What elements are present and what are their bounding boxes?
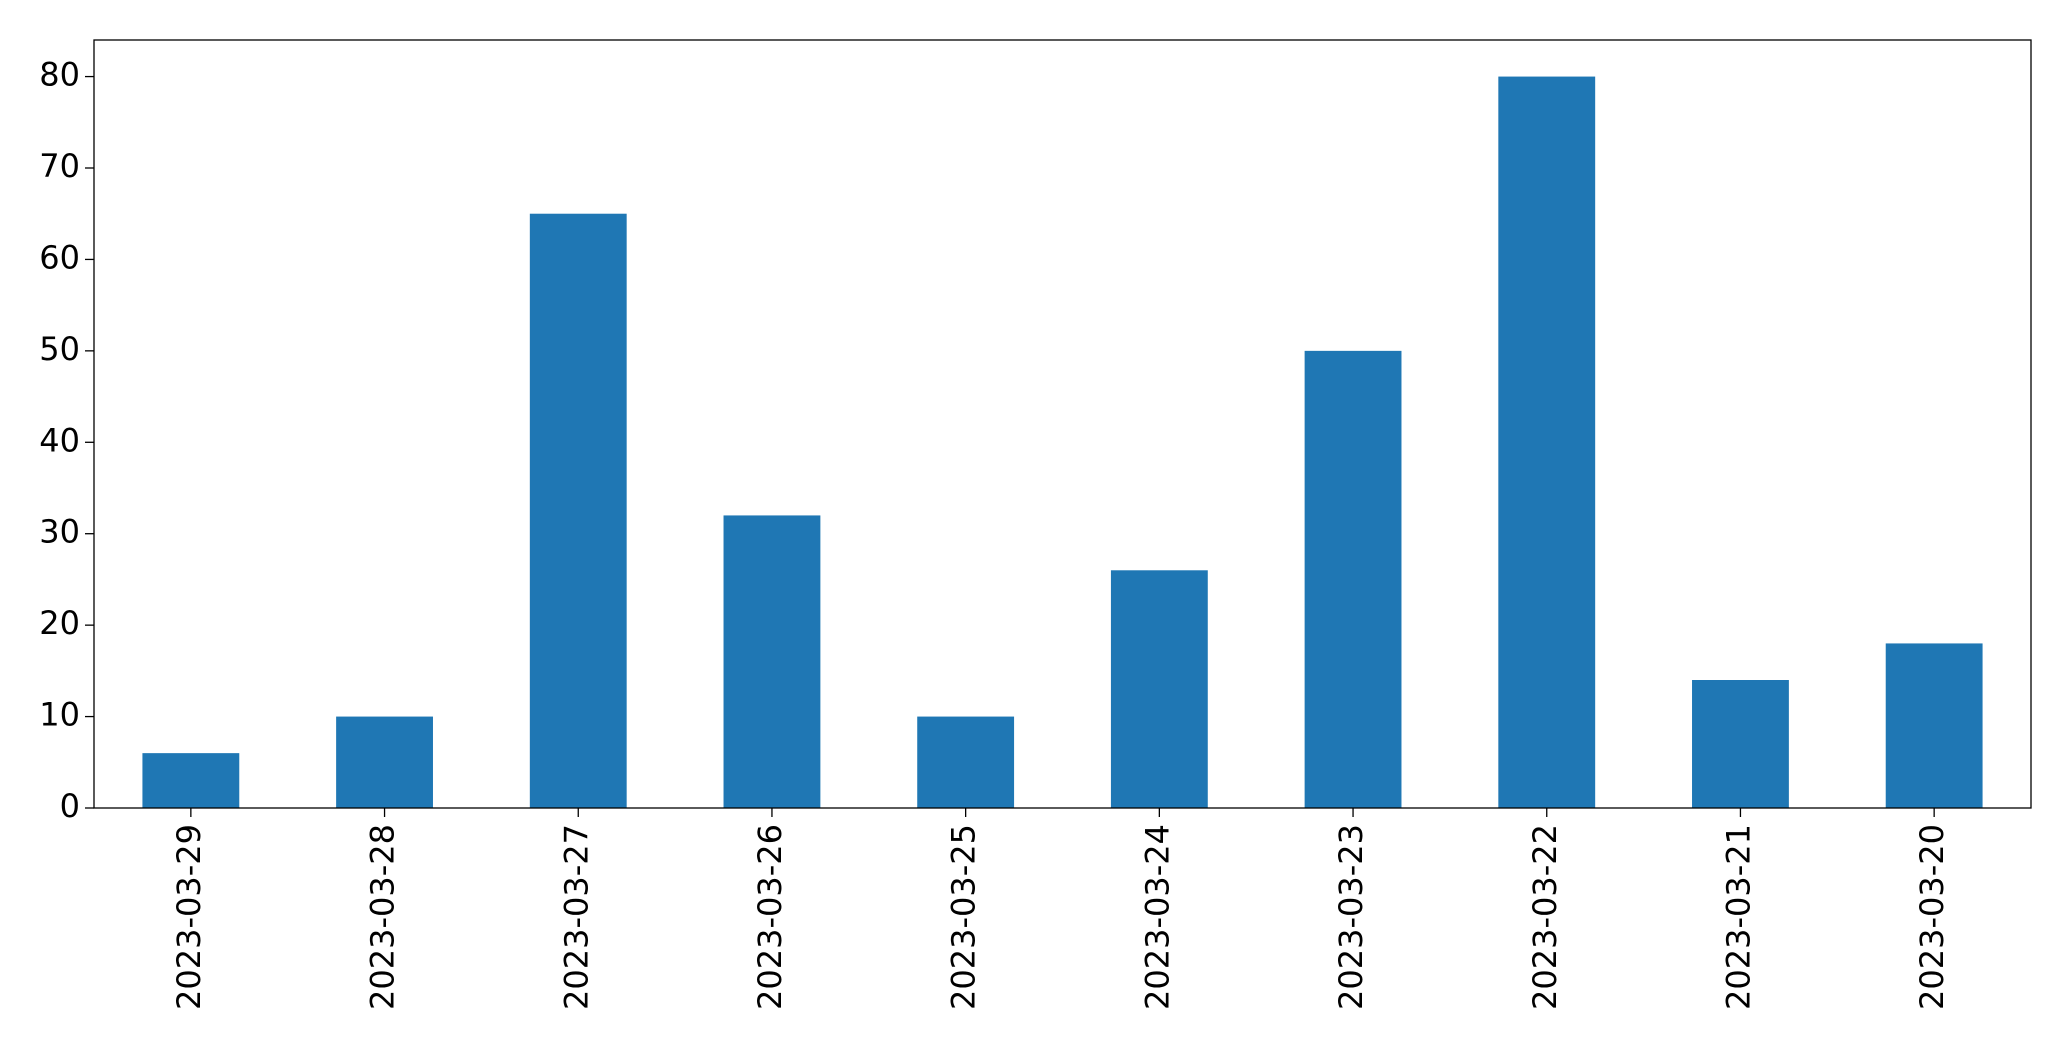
x-tick-label: 2023-03-27 (557, 824, 595, 1010)
y-tick-label: 10 (39, 696, 80, 734)
y-tick-label: 0 (60, 787, 80, 825)
y-tick-label: 50 (39, 330, 80, 368)
y-tick-label: 30 (39, 513, 80, 551)
x-tick-label: 2023-03-23 (1332, 824, 1370, 1010)
y-tick-label: 80 (39, 56, 80, 94)
y-tick-label: 40 (39, 421, 80, 459)
x-tick-label: 2023-03-21 (1719, 824, 1757, 1010)
bar (723, 515, 821, 808)
y-tick-label: 20 (39, 604, 80, 642)
x-tick-label: 2023-03-25 (945, 824, 983, 1010)
x-tick-label: 2023-03-20 (1913, 824, 1951, 1010)
bar (142, 753, 240, 808)
bar (1498, 76, 1596, 809)
bar (1885, 643, 1983, 808)
bar (1110, 570, 1208, 808)
x-tick-label: 2023-03-29 (170, 824, 208, 1010)
bar (336, 716, 433, 808)
bar (529, 213, 627, 808)
bar (1692, 680, 1789, 808)
x-tick-label: 2023-03-28 (364, 824, 402, 1010)
x-tick-label: 2023-03-24 (1138, 824, 1176, 1010)
y-tick-label: 60 (39, 238, 80, 276)
plot-frame (93, 39, 2032, 809)
bar (1304, 350, 1402, 808)
bar (917, 716, 1015, 808)
x-tick-label: 2023-03-22 (1526, 824, 1564, 1010)
x-tick-label: 2023-03-26 (751, 824, 789, 1010)
y-tick-label: 70 (39, 147, 80, 185)
